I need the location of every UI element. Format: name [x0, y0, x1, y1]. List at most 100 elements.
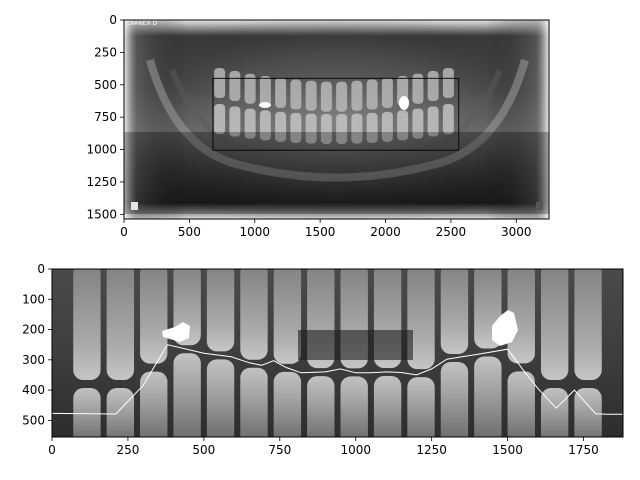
upper-tooth	[273, 269, 302, 364]
lower-tooth	[397, 110, 409, 141]
lower-tooth	[351, 113, 363, 144]
lower-tooth	[320, 113, 332, 144]
lower-tooth	[275, 111, 287, 142]
lower-tooth	[336, 113, 348, 144]
y-tick-label: 400	[22, 383, 45, 397]
panoramic-xray-image: CRANEX D	[124, 20, 549, 219]
upper-tooth	[427, 71, 439, 102]
x-tick-label: 1000	[340, 443, 371, 457]
y-tick-label: 200	[22, 323, 45, 337]
lower-tooth	[540, 388, 569, 437]
upper-tooth	[440, 269, 469, 354]
corner-marker-block	[536, 202, 543, 210]
top-x-axis: 0 500 1000 1500 2000 2500 3000	[120, 219, 532, 239]
lower-tooth	[290, 112, 302, 143]
x-tick-label: 500	[178, 225, 201, 239]
upper-tooth	[574, 269, 602, 381]
lower-tooth	[373, 375, 402, 437]
upper-tooth	[305, 80, 317, 111]
x-tick-label: 250	[116, 443, 139, 457]
x-tick-label: 500	[192, 443, 215, 457]
y-tick-label: 0	[37, 262, 45, 276]
corner-marker-block	[131, 202, 138, 210]
bottom-axes-frame	[51, 268, 624, 438]
lower-tooth	[507, 371, 535, 437]
upper-tooth	[351, 80, 363, 111]
x-tick-label: 1750	[568, 443, 599, 457]
x-tick-label: 750	[268, 443, 291, 457]
upper-tooth	[214, 68, 226, 98]
filling-mark	[492, 310, 518, 346]
y-tick-label: 250	[94, 45, 117, 59]
upper-tooth	[381, 77, 393, 108]
lower-tooth	[366, 112, 378, 143]
upper-tooth	[106, 269, 135, 381]
y-tick-label: 500	[22, 413, 45, 427]
lower-tooth	[106, 388, 135, 437]
x-tick-label: 0	[120, 225, 128, 239]
x-tick-label: 3000	[501, 225, 532, 239]
x-tick-label: 2000	[370, 225, 401, 239]
bottom-x-axis: 0 250 500 750 1000 1250 1500 1750	[48, 437, 599, 457]
y-tick-label: 100	[22, 292, 45, 306]
upper-tooth	[140, 269, 168, 364]
upper-tooth	[336, 81, 348, 112]
lower-tooth	[73, 388, 101, 437]
lower-tooth	[340, 376, 368, 437]
top-y-axis: 0 250 500 750 1000 1250 1500	[86, 13, 124, 221]
upper-tooth	[259, 76, 271, 106]
lower-tooth	[440, 361, 469, 437]
y-tick-label: 1000	[86, 143, 117, 157]
lower-tooth	[206, 359, 235, 437]
lower-tooth	[412, 108, 424, 139]
x-tick-label: 1500	[305, 225, 336, 239]
lower-tooth	[307, 376, 335, 437]
lower-tooth	[273, 371, 302, 437]
upper-tooth	[507, 269, 535, 364]
filling-mark	[259, 102, 271, 108]
upper-tooth	[73, 269, 101, 381]
x-tick-label: 2500	[436, 225, 467, 239]
occlusal-trace-line	[52, 344, 623, 415]
bottom-y-axis: 0 100 200 300 400 500	[22, 262, 52, 427]
upper-tooth	[540, 269, 569, 381]
lower-tooth	[244, 108, 256, 139]
lower-tooth	[474, 356, 502, 437]
x-tick-label: 1250	[416, 443, 447, 457]
y-tick-label: 0	[109, 13, 117, 27]
upper-tooth	[229, 71, 241, 102]
upper-tooth	[275, 77, 287, 108]
upper-tooth	[244, 73, 256, 104]
filling-mark	[399, 96, 409, 110]
lower-tooth	[427, 106, 439, 137]
lower-tooth	[305, 113, 317, 144]
lower-tooth	[229, 106, 241, 137]
top-axes-frame	[123, 19, 550, 220]
upper-tooth	[366, 79, 378, 110]
lower-tooth	[574, 388, 602, 437]
roi-box	[212, 77, 460, 151]
filling-mark	[162, 322, 190, 342]
x-tick-label: 0	[48, 443, 56, 457]
lower-tooth	[240, 367, 268, 437]
top-panel: CRANEX D 0 500 1000 1500 2000 2500 3000 0 250 50…	[86, 13, 550, 239]
lower-tooth	[381, 111, 393, 142]
corner-marker-text: CRANEX D	[126, 20, 158, 27]
upper-tooth	[290, 79, 302, 110]
lower-tooth	[259, 110, 271, 141]
x-tick-label: 1500	[492, 443, 523, 457]
upper-tooth	[407, 269, 435, 370]
upper-tooth	[206, 269, 235, 352]
lower-tooth	[407, 377, 435, 437]
lower-tooth	[214, 104, 226, 134]
y-tick-label: 1250	[86, 175, 117, 189]
upper-tooth	[412, 73, 424, 104]
upper-tooth	[320, 81, 332, 112]
upper-tooth	[442, 68, 454, 98]
y-tick-label: 750	[94, 110, 117, 124]
x-tick-label: 1000	[239, 225, 270, 239]
y-tick-label: 500	[94, 78, 117, 92]
y-tick-label: 1500	[86, 207, 117, 221]
bottom-panel: 0 250 500 750 1000 1250 1500 1750 0 100 200 300 400…	[22, 262, 624, 457]
